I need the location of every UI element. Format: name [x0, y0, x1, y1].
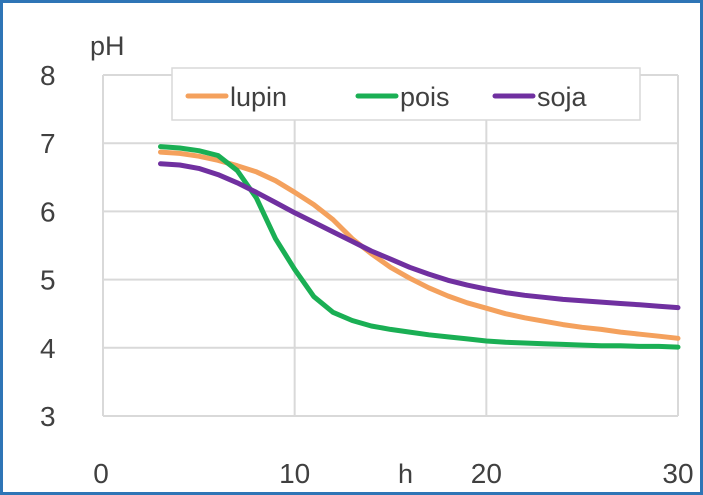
legend-label-lupin: lupin [230, 82, 287, 112]
line-chart: 3 4 5 6 7 8 0 10 20 30 lupin pois soja pH h [40, 31, 694, 489]
y-tick-label: 3 [40, 401, 56, 432]
legend-label-pois: pois [400, 82, 450, 112]
y-tick-label: 5 [40, 265, 56, 296]
x-tick-label: 0 [93, 458, 109, 489]
x-tick-label: 20 [471, 458, 502, 489]
legend: lupin pois soja [171, 67, 641, 121]
y-tick-label: 8 [40, 60, 56, 91]
y-tick-label: 6 [40, 196, 56, 227]
x-tick-label: 30 [662, 458, 693, 489]
x-axis-unit-label: h [398, 459, 413, 489]
axis-ticks: 3 4 5 6 7 8 0 10 20 30 [40, 60, 694, 489]
legend-box [171, 67, 641, 121]
series-line-soja [158, 161, 681, 311]
legend-label-soja: soja [537, 82, 588, 112]
y-tick-label: 7 [40, 128, 56, 159]
gridlines [102, 74, 679, 417]
y-tick-label: 4 [40, 333, 56, 364]
x-tick-label: 10 [279, 458, 310, 489]
series-line-pois [158, 144, 681, 350]
series-line-lupin [158, 149, 681, 341]
series-lines [158, 144, 681, 350]
y-axis-unit-label: pH [90, 31, 125, 61]
